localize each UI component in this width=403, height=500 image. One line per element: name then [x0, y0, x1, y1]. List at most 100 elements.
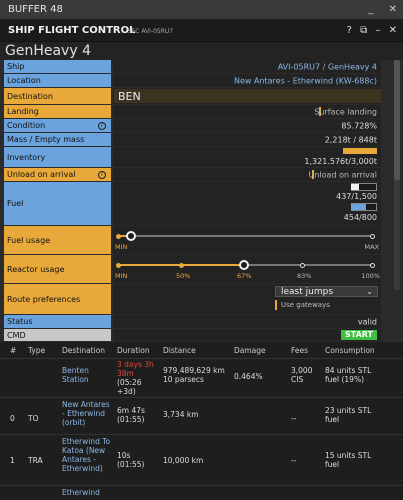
- ship-name-heading: GenHeavy 4: [0, 42, 403, 60]
- unload-label-text: Unload on arrival: [7, 170, 76, 179]
- location-label: Location: [4, 74, 111, 87]
- inventory-bar: [343, 148, 377, 154]
- route-select[interactable]: least jumps ⌄: [275, 286, 378, 297]
- minimize-icon[interactable]: –: [375, 25, 381, 36]
- destination-link[interactable]: New Antares - Etherwind (orbit): [62, 400, 110, 427]
- consumption: 23 units STL fuel: [325, 406, 372, 424]
- table-divider: [0, 434, 403, 435]
- window-titlebar[interactable]: BUFFER 48 _ ✕: [0, 0, 403, 20]
- fuel-usage-label: Fuel usage: [4, 226, 111, 254]
- unload-toggle[interactable]: [312, 170, 314, 179]
- reactor-usage-knob[interactable]: [239, 260, 249, 270]
- condition-label: Condition i: [4, 119, 111, 132]
- reactor-label-100: 100%: [361, 272, 380, 280]
- stl-fuel-value: 454/800: [343, 213, 377, 222]
- col-header-destination: Destination: [62, 346, 106, 355]
- route-label: Route preferences: [4, 284, 111, 314]
- landing-toggle[interactable]: [319, 107, 321, 116]
- fees: --: [291, 456, 297, 465]
- unload-value: Unload on arrival: [308, 170, 378, 179]
- distance: 10,000 km: [163, 456, 204, 465]
- scrollbar-thumb[interactable]: [394, 60, 400, 180]
- reactor-tick-83: [300, 263, 305, 268]
- step-number: 0: [10, 414, 15, 423]
- window-title: BUFFER 48: [8, 4, 63, 15]
- destination-label: Destination: [4, 88, 111, 104]
- reactor-usage-slider[interactable]: MIN 50% 67% 83% 100%: [113, 255, 381, 283]
- reactor-label-min: MIN: [115, 272, 128, 280]
- scrollbar[interactable]: [394, 60, 400, 290]
- row-unload: Unload on arrival i Unload on arrival: [0, 168, 403, 181]
- fuel-usage-slider[interactable]: MIN MAX: [113, 226, 381, 254]
- duration: (05:26 +3d): [117, 378, 142, 396]
- row-inventory: Inventory 1,321.576t/3,000t: [0, 147, 403, 167]
- col-header-consumption: Consumption: [325, 346, 375, 355]
- destination-link[interactable]: Etherwind To Katoa (New Antares - Etherw…: [62, 437, 111, 473]
- info-icon[interactable]: i: [98, 170, 106, 179]
- row-fuel: Fuel 437/1,500 454/800: [0, 182, 403, 225]
- panel-header: SHIP FLIGHT CONTROL SFC AVI-05RU7 ? ⧉ – …: [0, 20, 403, 42]
- damage: 0.464%: [234, 372, 263, 381]
- row-destination: Destination BEN: [0, 88, 403, 104]
- fuel-usage-max-label: MAX: [364, 243, 379, 251]
- fees: 3,000 CIS: [291, 366, 313, 384]
- ship-separator: /: [320, 62, 328, 71]
- fuel-usage-knob[interactable]: [126, 231, 136, 241]
- col-header-type: Type: [28, 346, 46, 355]
- row-landing: Landing Surface landing: [0, 105, 403, 118]
- use-gateways-label: Use gateways: [281, 301, 330, 309]
- panel-title: SHIP FLIGHT CONTROL: [8, 25, 136, 36]
- status-value: valid: [357, 317, 377, 326]
- ship-name-link[interactable]: GenHeavy 4: [327, 62, 377, 71]
- fuel-value: 437/1,500: [336, 192, 377, 201]
- fuel-usage-max-dot: [370, 234, 375, 239]
- destination-input[interactable]: BEN: [114, 89, 381, 103]
- ship-id-link[interactable]: AVI-05RU7: [277, 62, 321, 71]
- info-icon[interactable]: i: [98, 121, 106, 130]
- location-link[interactable]: New Antares - Etherwind (KW-688c): [233, 76, 377, 85]
- mass-label: Mass / Empty mass: [4, 133, 111, 146]
- col-header-distance: Distance: [163, 346, 196, 355]
- duration: 10s (01:55): [117, 451, 145, 469]
- condition-value: 85.728%: [341, 121, 377, 130]
- close-icon[interactable]: ✕: [388, 25, 397, 36]
- condition-label-text: Condition: [7, 121, 46, 130]
- destination-link[interactable]: Benten Station: [62, 366, 89, 384]
- inventory-label: Inventory: [4, 147, 111, 167]
- start-button[interactable]: START: [341, 330, 377, 340]
- fees: --: [291, 414, 297, 423]
- cmd-label: CMD: [4, 329, 111, 341]
- landing-label: Landing: [4, 105, 111, 118]
- status-label: Status: [4, 315, 111, 328]
- chevron-down-icon: ⌄: [366, 287, 373, 296]
- reactor-tick-min: [116, 263, 121, 268]
- distance: 979,489,629 km 10 parsecs: [163, 366, 225, 384]
- mass-value: 2,218t / 848t: [324, 135, 377, 144]
- row-fuel-usage: Fuel usage MIN MAX: [0, 226, 403, 254]
- stl-fuel-bar: [351, 204, 366, 210]
- unload-label: Unload on arrival i: [4, 168, 111, 181]
- route-table: # Type Destination Duration Distance Dam…: [0, 342, 403, 500]
- fuel-usage-min-label: MIN: [115, 243, 128, 251]
- col-header-damage: Damage: [234, 346, 266, 355]
- reactor-usage-label: Reactor usage: [4, 255, 111, 283]
- step-type: TO: [28, 414, 39, 423]
- col-header-fees: Fees: [291, 346, 309, 355]
- destination-link[interactable]: Etherwind: [62, 488, 100, 497]
- use-gateways-toggle[interactable]: [275, 300, 277, 310]
- table-divider: [0, 485, 403, 486]
- row-cmd: CMD START: [0, 329, 403, 341]
- help-icon[interactable]: ?: [346, 25, 352, 36]
- reactor-label-83: 83%: [297, 272, 312, 280]
- consumption: 15 units STL fuel: [325, 451, 372, 469]
- panel-subtitle: SFC AVI-05RU7: [128, 28, 174, 35]
- table-divider: [0, 397, 403, 398]
- route-select-value: least jumps: [281, 287, 334, 297]
- fuel-usage-track: [118, 235, 373, 237]
- copy-icon[interactable]: ⧉: [360, 25, 368, 36]
- reactor-tick-50: [179, 263, 184, 268]
- row-location: Location New Antares - Etherwind (KW-688…: [0, 74, 403, 87]
- minimize-button[interactable]: _: [368, 4, 374, 15]
- close-button[interactable]: ✕: [388, 4, 397, 15]
- row-mass: Mass / Empty mass 2,218t / 848t: [0, 133, 403, 146]
